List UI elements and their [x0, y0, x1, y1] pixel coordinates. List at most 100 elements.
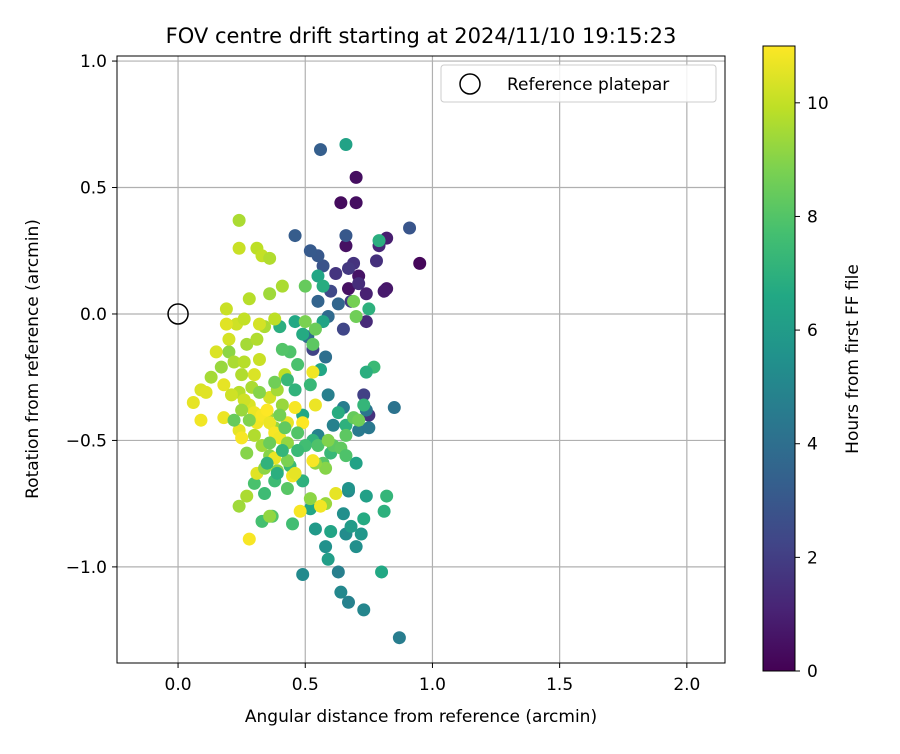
data-point [275, 279, 289, 293]
data-point [303, 378, 317, 392]
data-point [377, 284, 391, 298]
data-point [194, 413, 208, 427]
data-point [329, 267, 343, 281]
data-point [336, 507, 350, 521]
data-point [298, 279, 312, 293]
data-point [308, 522, 322, 536]
data-point [275, 398, 289, 412]
data-point [413, 256, 427, 270]
data-point [331, 565, 345, 579]
data-point [349, 310, 363, 324]
data-point [298, 315, 312, 329]
data-point [311, 438, 325, 452]
data-point [224, 388, 238, 402]
data-point [316, 259, 330, 273]
x-axis-ticks: 0.0 0.5 1.0 1.5 2.0 [165, 663, 700, 695]
data-point [204, 370, 218, 384]
data-point [359, 287, 373, 301]
data-point [362, 421, 376, 435]
data-point [275, 342, 289, 356]
data-point [341, 481, 355, 495]
data-point [232, 241, 246, 255]
data-point [291, 426, 305, 440]
data-point [268, 375, 282, 389]
data-point [311, 294, 325, 308]
data-point [242, 292, 256, 306]
data-point [288, 315, 302, 329]
data-point [235, 368, 249, 382]
data-point [375, 565, 389, 579]
data-point [392, 631, 406, 645]
data-point [227, 413, 241, 427]
data-point [349, 540, 363, 554]
data-point [260, 403, 274, 417]
colorbar-bar [762, 45, 796, 672]
x-tick-label: 0.5 [292, 675, 319, 695]
data-point [217, 378, 231, 392]
data-point [349, 170, 363, 184]
data-point [331, 406, 345, 420]
data-point [357, 512, 371, 526]
x-axis-label: Angular distance from reference (arcmin) [245, 707, 597, 727]
colorbar-tick-label: 8 [807, 207, 818, 227]
data-point [199, 385, 213, 399]
data-point [319, 540, 333, 554]
data-point [288, 229, 302, 243]
data-point [316, 279, 330, 293]
data-point [280, 481, 294, 495]
data-point [247, 368, 261, 382]
data-point [354, 527, 368, 541]
data-point [303, 492, 317, 506]
data-point [240, 337, 254, 351]
data-point [286, 517, 300, 531]
data-point [334, 585, 348, 599]
data-point [359, 489, 373, 503]
data-point [258, 487, 272, 501]
data-point [237, 393, 251, 407]
data-point [280, 454, 294, 468]
data-point [303, 502, 317, 516]
data-point [387, 401, 401, 415]
data-point [403, 221, 417, 235]
data-point [357, 388, 371, 402]
data-point [369, 254, 383, 268]
data-point [339, 428, 353, 442]
data-point [349, 456, 363, 470]
data-point [240, 446, 254, 460]
data-point [263, 416, 277, 430]
data-point [352, 423, 366, 437]
y-tick-label: −0.5 [66, 431, 107, 451]
data-point [296, 416, 310, 430]
data-point [217, 411, 231, 425]
data-point [209, 345, 223, 359]
chart-title: FOV centre drift starting at 2024/11/10 … [166, 24, 677, 48]
y-axis-label: Rotation from reference (arcmin) [23, 219, 43, 499]
colorbar-tick-label: 4 [807, 435, 818, 455]
data-point [186, 395, 200, 409]
data-point [349, 196, 363, 210]
y-tick-label: 0.0 [80, 305, 107, 325]
data-point [288, 401, 302, 415]
legend-box [440, 64, 717, 103]
data-point [232, 213, 246, 227]
data-point [232, 499, 246, 513]
y-axis-ticks: −1.0 −0.5 0.0 0.5 1.0 [66, 52, 117, 578]
data-point [235, 403, 249, 417]
data-point [308, 322, 322, 336]
data-point [237, 355, 251, 369]
data-point [339, 449, 353, 463]
data-point [296, 327, 310, 341]
data-point [314, 499, 328, 513]
colorbar-tick-label: 2 [807, 548, 818, 568]
data-point [293, 504, 307, 518]
data-point [235, 431, 249, 445]
data-point [336, 322, 350, 336]
data-point [319, 350, 333, 364]
data-point [357, 398, 371, 412]
data-point [263, 509, 277, 523]
data-point [347, 294, 361, 308]
data-point [303, 244, 317, 258]
data-point [280, 373, 294, 387]
data-point [339, 229, 353, 243]
data-point [219, 317, 233, 331]
